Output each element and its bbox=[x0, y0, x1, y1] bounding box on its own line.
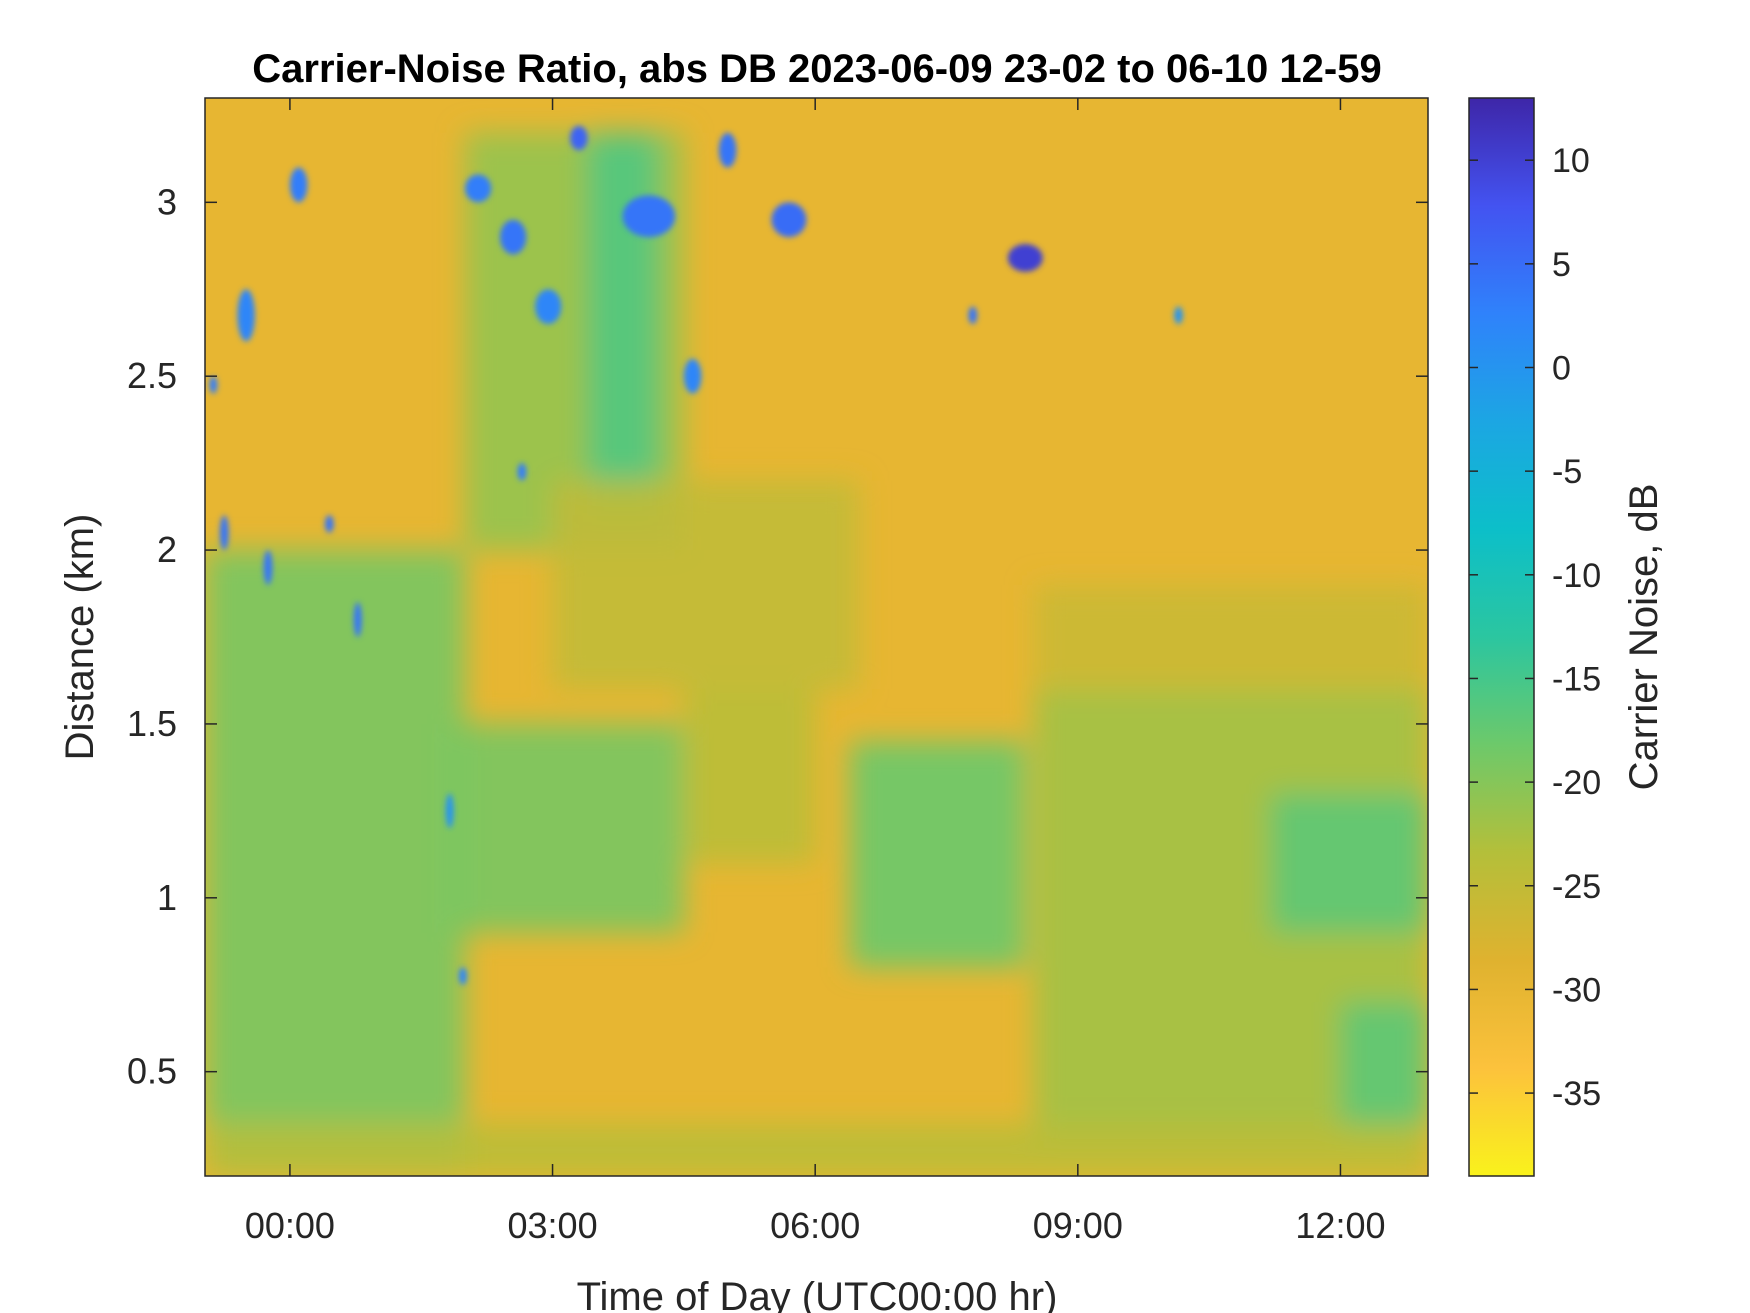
heatmap-region bbox=[552, 480, 859, 690]
heatmap-cloud bbox=[718, 132, 737, 168]
heatmap-cloud bbox=[683, 358, 702, 394]
plot-area bbox=[205, 98, 1428, 1176]
x-tick-label: 00:00 bbox=[245, 1205, 335, 1246]
colorbar-tick-label: -15 bbox=[1552, 660, 1601, 698]
x-tick-label: 09:00 bbox=[1033, 1205, 1123, 1246]
colorbar-tick-label: -25 bbox=[1552, 868, 1601, 906]
heatmap-region bbox=[683, 689, 816, 864]
heatmap-cloud bbox=[968, 306, 978, 325]
colorbar-tick-label: -5 bbox=[1552, 453, 1582, 491]
heatmap-cloud bbox=[324, 515, 334, 533]
heatmap-cloud bbox=[1174, 306, 1183, 325]
colorbar-tick-label: -10 bbox=[1552, 557, 1601, 595]
colorbar-label: Carrier Noise, dB bbox=[1622, 484, 1666, 791]
heatmap-cloud bbox=[458, 967, 467, 985]
y-tick-label: 2 bbox=[157, 529, 177, 570]
heatmap-region bbox=[1270, 793, 1428, 933]
heatmap-cloud bbox=[237, 289, 255, 342]
colorbar-tick-label: -20 bbox=[1552, 764, 1601, 802]
colorbar-tick-label: -35 bbox=[1552, 1075, 1601, 1113]
heatmap-cloud bbox=[209, 376, 218, 394]
colorbar-tick-label: 0 bbox=[1552, 350, 1571, 388]
heatmap-cloud bbox=[517, 463, 527, 481]
colorbar-tick-label: -30 bbox=[1552, 971, 1601, 1009]
heatmap-cloud bbox=[465, 174, 492, 203]
heatmap-region bbox=[850, 741, 1026, 968]
heatmap-cloud bbox=[500, 219, 527, 255]
x-tick-label: 03:00 bbox=[508, 1205, 598, 1246]
y-tick-label: 1.5 bbox=[127, 703, 177, 744]
heatmap-region bbox=[587, 132, 658, 516]
y-axis: 0.5 1 1.5 2 2.5 3 bbox=[127, 181, 1428, 1092]
y-axis-label: Distance (km) bbox=[58, 514, 102, 761]
heatmap-cloud bbox=[570, 125, 588, 151]
heatmap-cloud bbox=[535, 289, 562, 325]
heatmap-cloud bbox=[1007, 244, 1043, 272]
heatmap-region bbox=[205, 550, 466, 1176]
y-tick-label: 1 bbox=[157, 877, 177, 918]
heatmap-cloud bbox=[445, 793, 454, 829]
heatmap-region bbox=[1034, 584, 1428, 690]
heatmap-region bbox=[1340, 1002, 1428, 1142]
heatmap-cloud bbox=[622, 195, 676, 238]
x-tick-label: 12:00 bbox=[1295, 1205, 1385, 1246]
chart-title: Carrier-Noise Ratio, abs DB 2023-06-09 2… bbox=[252, 47, 1381, 91]
heatmap-cloud bbox=[353, 602, 362, 637]
colorbar-gradient bbox=[1468, 97, 1535, 1177]
x-tick-label: 06:00 bbox=[770, 1205, 860, 1246]
y-tick-label: 3 bbox=[157, 181, 177, 222]
x-axis-label: Time of Day (UTC00:00 hr) bbox=[577, 1275, 1058, 1313]
colorbar-tick-label: 10 bbox=[1552, 142, 1590, 180]
heatmap-cloud bbox=[263, 550, 273, 585]
heatmap-cloud bbox=[771, 202, 807, 238]
heatmap-cloud bbox=[219, 515, 229, 551]
plot-frame bbox=[204, 97, 1429, 1177]
colorbar-ticks: 10 5 0 -5 -10 -15 -20 -25 -30 -35 bbox=[1469, 142, 1601, 1113]
colorbar-tick-label: 5 bbox=[1552, 246, 1571, 284]
heatmap-cloud bbox=[289, 167, 308, 203]
y-tick-label: 0.5 bbox=[127, 1051, 177, 1092]
heatmap-clouds bbox=[209, 125, 1183, 985]
y-tick-label: 2.5 bbox=[127, 355, 177, 396]
heatmap-region bbox=[447, 723, 684, 933]
colorbar: 10 5 0 -5 -10 -15 -20 -25 -30 -35 Carrier Noise, … bbox=[1468, 97, 1666, 1177]
heatmap-region bbox=[205, 1123, 1428, 1176]
x-axis: 00:00 03:00 06:00 09:00 12:00 bbox=[245, 98, 1386, 1246]
